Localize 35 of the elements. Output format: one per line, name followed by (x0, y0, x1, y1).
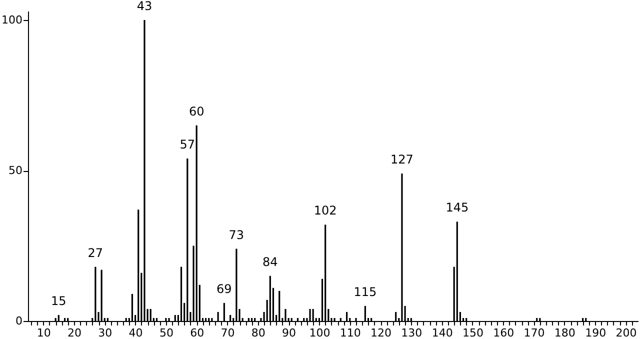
x-tick-label: 70 (220, 326, 235, 339)
annotation: 60 (188, 104, 204, 118)
y-tick-label: 100 (2, 14, 22, 27)
y-tick-label: 0 (16, 314, 22, 328)
annotation: 145 (446, 200, 469, 215)
x-tick-label: 30 (98, 326, 112, 339)
annotation: 69 (216, 282, 232, 296)
annotation: 27 (88, 246, 104, 260)
x-tick-label: 130 (401, 326, 422, 339)
x-tick-label: 160 (493, 326, 514, 339)
x-tick-label: 20 (67, 326, 82, 339)
x-tick-label: 100 (309, 326, 330, 339)
x-tick-label: 150 (462, 326, 484, 339)
annotation: 43 (136, 0, 152, 14)
annotation: 15 (51, 294, 66, 308)
x-tick-label: 190 (585, 326, 606, 339)
x-tick-label: 140 (432, 326, 453, 339)
x-tick-label: 60 (190, 326, 204, 339)
annotation: 57 (180, 137, 196, 152)
annotation: 73 (228, 228, 244, 242)
y-tick-label: 50 (8, 164, 22, 178)
x-tick-label: 10 (36, 326, 51, 339)
x-tick-label: 180 (554, 326, 576, 339)
annotation: 102 (314, 204, 337, 218)
x-tick-label: 110 (340, 326, 361, 339)
x-tick-label: 120 (370, 326, 392, 339)
x-tick-label: 40 (128, 326, 143, 339)
x-tick-label: 80 (251, 326, 266, 339)
x-tick-label: 170 (524, 326, 545, 339)
x-tick-label: 200 (616, 326, 637, 339)
annotation: 127 (390, 152, 414, 167)
x-tick-label: 50 (159, 326, 174, 339)
annotation: 84 (262, 254, 278, 269)
annotation: 115 (354, 284, 377, 299)
x-tick-label: 90 (282, 326, 296, 339)
